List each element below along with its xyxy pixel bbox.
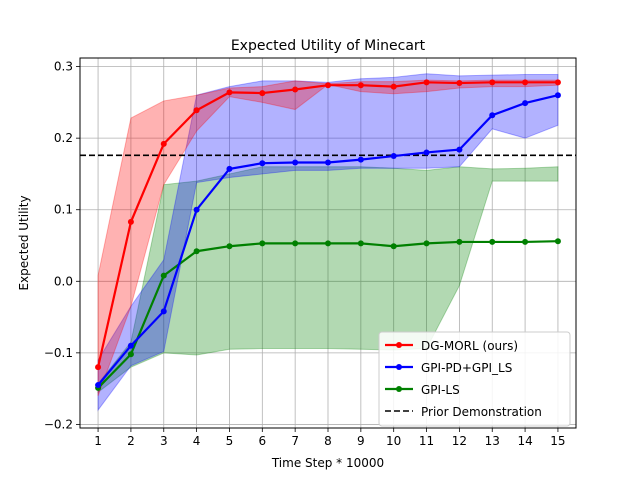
data-point bbox=[325, 82, 331, 89]
x-tick-label: 6 bbox=[258, 434, 266, 448]
confidence-band bbox=[97, 73, 559, 412]
legend: DG-MORL (ours) GPI-PD+GPI_LS GPI-LS Prior D… bbox=[378, 331, 571, 427]
data-point bbox=[489, 79, 496, 86]
data-point bbox=[193, 206, 200, 213]
data-point bbox=[193, 248, 200, 255]
data-point bbox=[357, 156, 364, 163]
data-point bbox=[390, 153, 397, 160]
x-tick-label: 9 bbox=[357, 434, 365, 448]
data-point bbox=[193, 107, 200, 114]
legend-marker bbox=[396, 364, 402, 370]
legend-label: GPI-PD+GPI_LS bbox=[421, 361, 512, 375]
x-tick-label: 15 bbox=[550, 434, 565, 448]
data-point bbox=[127, 342, 134, 349]
y-tick-label: 0.2 bbox=[54, 131, 73, 145]
data-point bbox=[390, 83, 397, 90]
axis-ticks: 1 2 3 4 5 6 7 8 9 10 11 12 13 14 15−0.2−0.10.00.10.20.… bbox=[44, 60, 566, 448]
data-point bbox=[357, 82, 364, 89]
x-tick-label: 5 bbox=[226, 434, 234, 448]
data-point bbox=[522, 100, 529, 107]
x-tick-label: 8 bbox=[324, 434, 332, 448]
data-point bbox=[522, 79, 529, 86]
y-tick-label: 0.3 bbox=[54, 60, 73, 74]
legend-label: DG-MORL (ours) bbox=[421, 339, 518, 353]
x-tick-label: 7 bbox=[291, 434, 299, 448]
y-tick-label: −0.2 bbox=[44, 417, 73, 431]
data-point bbox=[95, 364, 102, 371]
data-point bbox=[489, 238, 496, 245]
legend-box bbox=[378, 331, 571, 427]
data-point bbox=[357, 240, 364, 247]
x-tick-label: 14 bbox=[517, 434, 532, 448]
confidence-band bbox=[97, 166, 559, 394]
legend-marker bbox=[396, 342, 402, 348]
data-point bbox=[127, 351, 134, 358]
data-point bbox=[259, 160, 266, 167]
data-point bbox=[160, 140, 167, 147]
data-point bbox=[325, 240, 331, 247]
data-point bbox=[226, 89, 233, 96]
y-tick-label: −0.1 bbox=[44, 346, 73, 360]
data-point bbox=[292, 86, 299, 93]
y-axis-label: Expected Utility bbox=[17, 195, 31, 290]
x-tick-label: 13 bbox=[485, 434, 500, 448]
data-point bbox=[259, 90, 266, 97]
data-point bbox=[95, 382, 102, 389]
legend-label: GPI-LS bbox=[421, 383, 460, 397]
x-tick-label: 11 bbox=[419, 434, 434, 448]
legend-label: Prior Demonstration bbox=[421, 405, 542, 419]
data-point bbox=[423, 149, 430, 156]
data-point bbox=[489, 112, 496, 119]
data-point bbox=[292, 240, 299, 247]
data-point bbox=[554, 238, 561, 245]
x-tick-label: 1 bbox=[94, 434, 102, 448]
data-point bbox=[160, 272, 167, 279]
data-point bbox=[456, 146, 463, 153]
data-point bbox=[259, 240, 266, 247]
y-tick-label: 0.0 bbox=[54, 274, 73, 288]
data-point bbox=[325, 159, 331, 166]
x-tick-label: 4 bbox=[193, 434, 201, 448]
data-point bbox=[423, 240, 430, 247]
x-axis-label: Time Step * 10000 bbox=[271, 456, 384, 470]
data-point bbox=[423, 79, 430, 86]
data-point bbox=[292, 159, 299, 166]
chart-title: Expected Utility of Minecart bbox=[231, 38, 426, 54]
data-point bbox=[127, 218, 134, 225]
data-point bbox=[226, 243, 233, 250]
x-tick-label: 12 bbox=[452, 434, 467, 448]
data-point bbox=[554, 92, 561, 99]
x-tick-label: 2 bbox=[127, 434, 135, 448]
data-point bbox=[390, 243, 397, 250]
data-point bbox=[456, 80, 463, 87]
x-tick-label: 10 bbox=[386, 434, 401, 448]
x-tick-label: 3 bbox=[160, 434, 168, 448]
data-point bbox=[554, 79, 561, 86]
data-point bbox=[522, 238, 529, 245]
data-point bbox=[226, 165, 233, 172]
data-point bbox=[160, 308, 167, 315]
y-tick-label: 0.1 bbox=[54, 203, 73, 217]
data-point bbox=[456, 238, 463, 245]
legend-marker bbox=[396, 386, 402, 392]
series-lines bbox=[95, 79, 561, 391]
